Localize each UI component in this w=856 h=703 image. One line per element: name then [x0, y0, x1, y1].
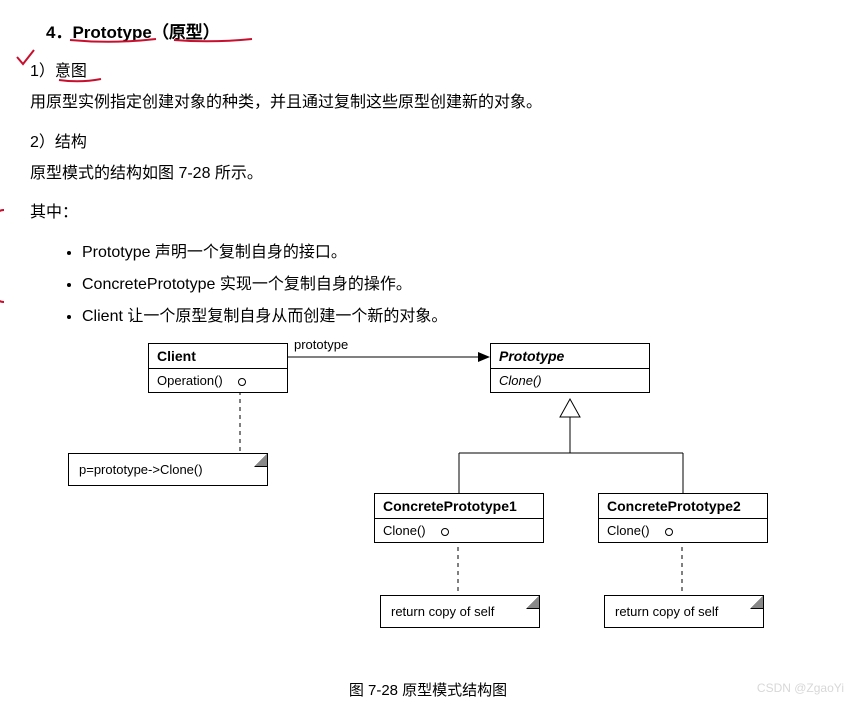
sub-heading-1-label: 1）意图 — [30, 63, 87, 80]
uml-op-label: Operation() — [157, 373, 223, 388]
assoc-label: prototype — [294, 337, 348, 352]
uml-class-prototype: Prototype Clone() — [490, 343, 650, 393]
uml-class-cp1: ConcretePrototype1 Clone() — [374, 493, 544, 543]
uml-operation: Operation() — [149, 369, 287, 392]
uml-note-client: p=prototype->Clone() — [68, 453, 268, 486]
section-heading: 4．Prototype（原型） — [46, 18, 826, 43]
heading-number: 4． — [46, 23, 72, 42]
uml-title: ConcretePrototype2 — [599, 494, 767, 519]
note-text: p=prototype->Clone() — [79, 462, 203, 477]
note-anchor-icon — [441, 528, 449, 536]
paren-close: ） — [203, 23, 220, 42]
uml-note-cp2: return copy of self — [604, 595, 764, 628]
uml-class-client: Client Operation() — [148, 343, 288, 393]
uml-diagram: prototype Client Operation() Prototype C… — [50, 343, 840, 673]
sub-heading-2: 2）结构 — [30, 128, 826, 152]
uml-note-cp1: return copy of self — [380, 595, 540, 628]
uml-title: Client — [149, 344, 287, 369]
note-text: return copy of self — [615, 604, 718, 619]
para-structure: 原型模式的结构如图 7-28 所示。 — [30, 160, 826, 189]
uml-operation: Clone() — [375, 519, 543, 542]
list-item: Prototype 声明一个复制自身的接口。 — [82, 237, 826, 269]
watermark: CSDN @ZgaoYi — [757, 681, 844, 695]
uml-operation: Clone() — [599, 519, 767, 542]
note-anchor-icon — [665, 528, 673, 536]
paren-open: （ — [152, 23, 169, 42]
annotation-brace — [0, 208, 10, 304]
heading-cn: 原型 — [169, 23, 203, 42]
uml-title: Prototype — [491, 344, 649, 369]
figure-caption: 图 7-28 原型模式结构图 — [30, 679, 826, 700]
note-corner-icon — [254, 453, 268, 467]
uml-op-label: Clone() — [607, 523, 650, 538]
list-item: ConcretePrototype 实现一个复制自身的操作。 — [82, 269, 826, 301]
sub-heading-1: 1）意图 — [30, 57, 87, 81]
uml-op-label: Clone() — [383, 523, 426, 538]
bullet-list: Prototype 声明一个复制自身的接口。 ConcretePrototype… — [30, 237, 826, 333]
para-sub: 其中： — [30, 199, 826, 228]
note-text: return copy of self — [391, 604, 494, 619]
list-item: Client 让一个原型复制自身从而创建一个新的对象。 — [82, 301, 826, 333]
para-intent: 用原型实例指定创建对象的种类，并且通过复制这些原型创建新的对象。 — [30, 89, 826, 118]
uml-class-cp2: ConcretePrototype2 Clone() — [598, 493, 768, 543]
note-anchor-icon — [238, 378, 246, 386]
uml-title: ConcretePrototype1 — [375, 494, 543, 519]
heading-en: Prototype — [72, 23, 151, 42]
note-corner-icon — [750, 595, 764, 609]
uml-operation: Clone() — [491, 369, 649, 392]
note-corner-icon — [526, 595, 540, 609]
